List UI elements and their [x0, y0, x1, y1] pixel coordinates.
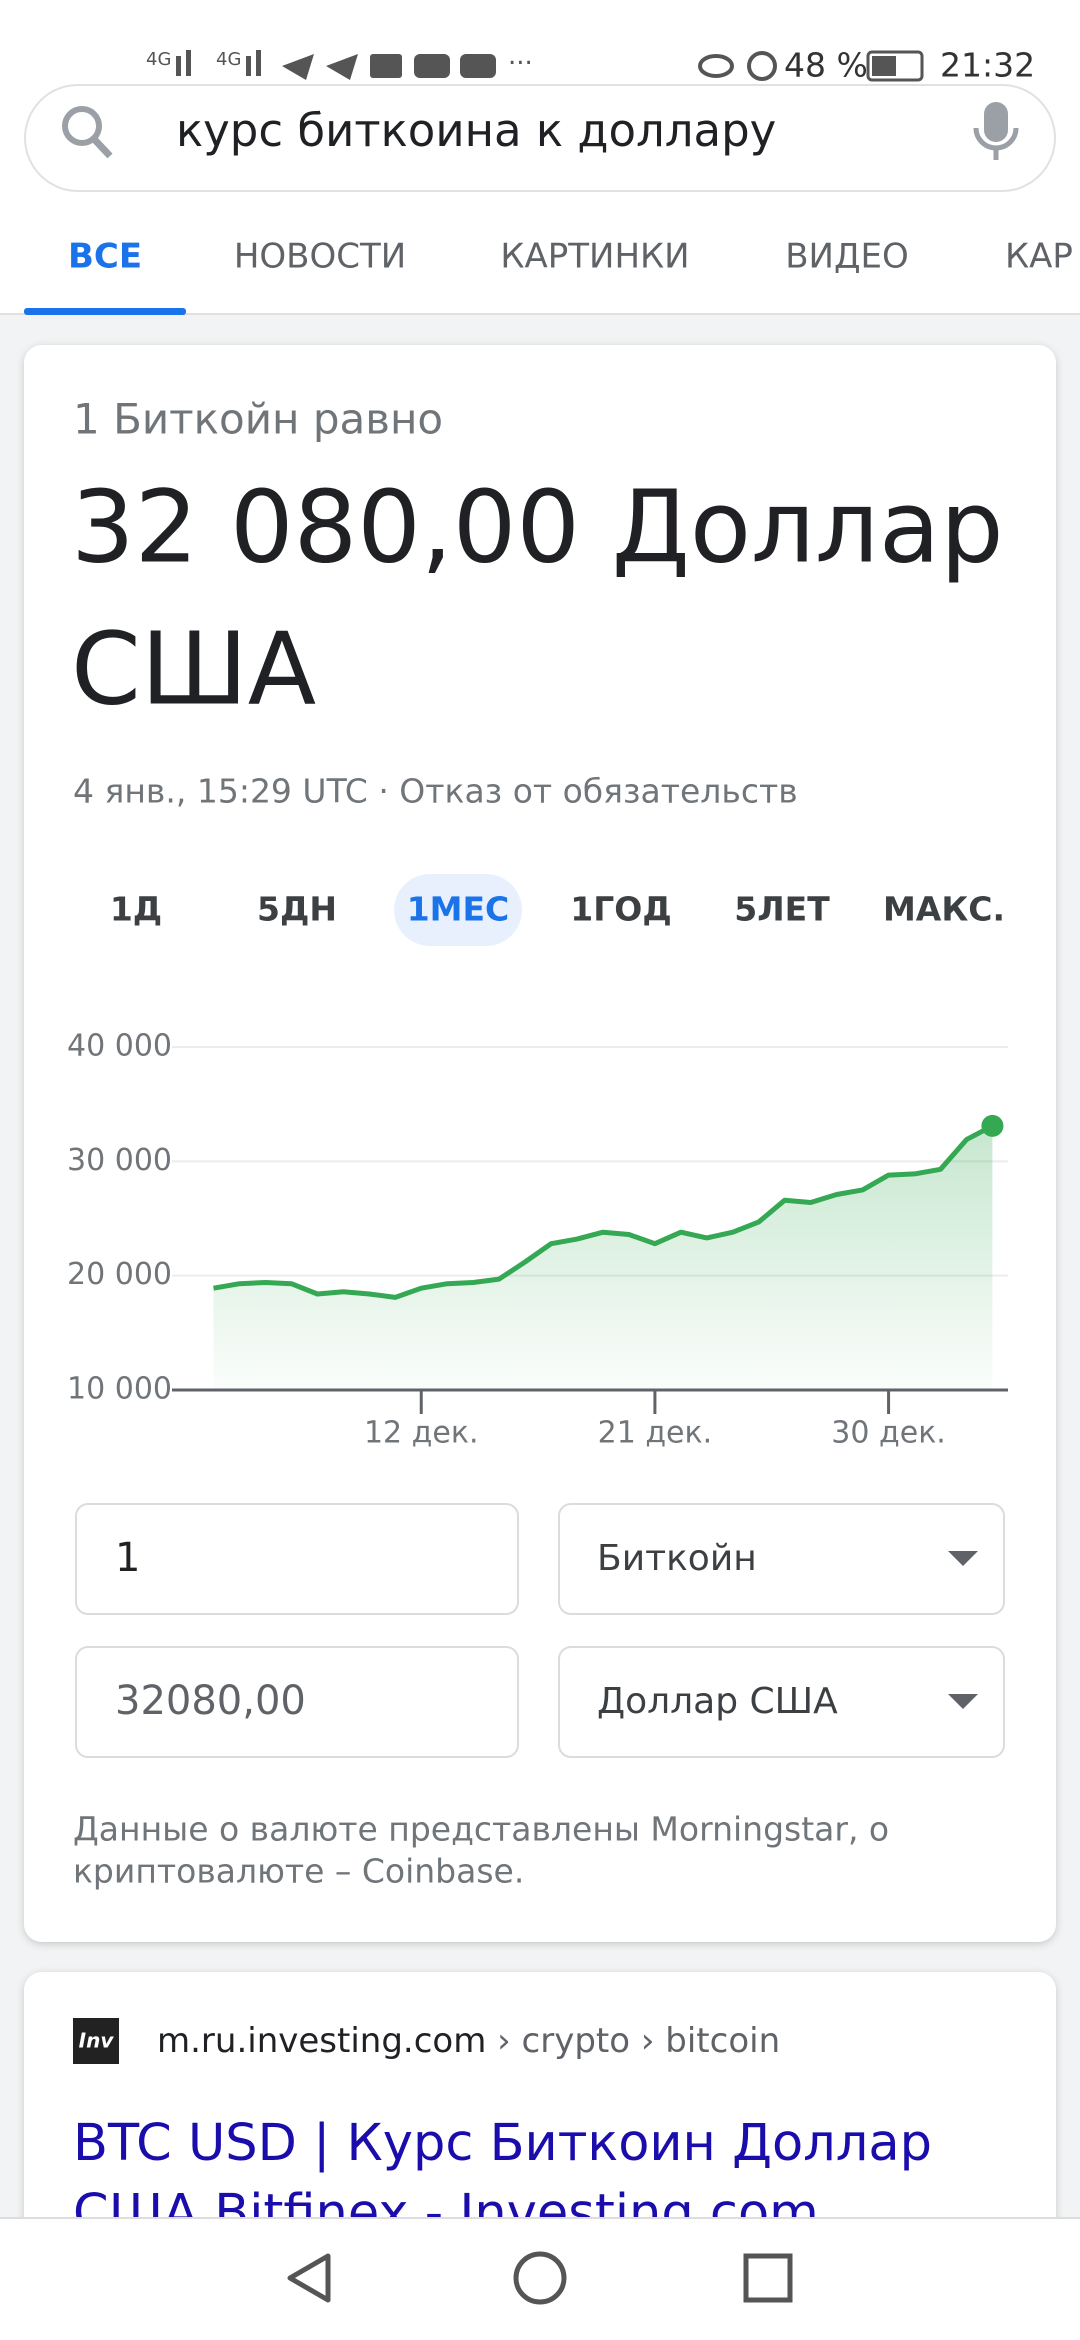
to-currency-select[interactable]	[558, 1646, 1005, 1758]
dropdown-arrow	[948, 1551, 978, 1566]
range-button[interactable]: 1Д	[110, 890, 162, 929]
search-box[interactable]	[24, 84, 1056, 192]
y-tick-label: 30 000	[67, 1143, 172, 1178]
search-query[interactable]: курс биткоина к доллару	[176, 104, 776, 157]
battery-level	[872, 56, 896, 76]
favicon-text: Inv	[79, 2029, 115, 2053]
source-note: Данные о валюте представлены Morningstar…	[73, 1810, 889, 1849]
result-site: m.ru.investing.com	[157, 2021, 486, 2061]
mic-icon[interactable]	[984, 102, 1008, 142]
result-amount[interactable]: 32080,00	[115, 1678, 306, 1724]
x-tick-label: 30 дек.	[831, 1416, 946, 1451]
result-title[interactable]: BTC USD | Курс Биткоин Доллар	[73, 2114, 932, 2173]
to-currency[interactable]: Доллар США	[597, 1681, 838, 1722]
alarm-icon	[747, 51, 777, 81]
search-icon-handle	[91, 136, 113, 159]
battery-icon	[866, 50, 924, 82]
from-currency[interactable]: Биткойн	[597, 1538, 757, 1579]
last-point	[981, 1114, 1004, 1137]
back-button[interactable]	[287, 2253, 331, 2303]
home-button[interactable]	[513, 2251, 567, 2305]
tab[interactable]: КАР	[1005, 237, 1073, 277]
youtube-icon	[460, 54, 496, 78]
tab[interactable]: КАРТИНКИ	[500, 237, 689, 277]
result-input[interactable]	[75, 1646, 519, 1758]
more-icon: ···	[508, 49, 533, 79]
area	[213, 1125, 993, 1390]
clock: 21:32	[940, 46, 1035, 85]
result-currency: США	[71, 610, 316, 727]
battery-text: 48 %	[784, 46, 868, 85]
youtube-icon	[414, 54, 450, 78]
result-url[interactable]: m.ru.investing.com › crypto › bitcoin	[157, 2021, 780, 2061]
y-tick-label: 20 000	[67, 1257, 172, 1292]
recents-button[interactable]	[743, 2253, 793, 2303]
from-currency-select[interactable]	[558, 1503, 1005, 1615]
search-icon	[62, 106, 102, 146]
signal-icon: 4G	[146, 49, 171, 70]
tab[interactable]: НОВОСТИ	[234, 237, 406, 277]
mic-icon-arc	[973, 127, 1019, 151]
range-button[interactable]: 5ДН	[257, 890, 337, 929]
result-value: 32 080,00 Доллар	[71, 468, 1004, 585]
range-button[interactable]: 1МЕС	[407, 890, 510, 929]
amount-input[interactable]	[75, 1503, 519, 1615]
signal-bar	[246, 56, 251, 76]
range-selector: 1Д 5ДН 1МЕС 1ГОД 5ЛЕТ МАКС.	[110, 874, 1005, 946]
source-note: криптовалюте – Coinbase.	[73, 1852, 524, 1891]
y-tick-label: 40 000	[67, 1029, 172, 1064]
range-active-bg	[394, 874, 522, 946]
amount-value[interactable]: 1	[115, 1535, 140, 1581]
x-tick-label: 12 дек.	[364, 1416, 479, 1451]
signal-bar	[256, 50, 261, 76]
tab[interactable]: ВСЕ	[68, 237, 142, 277]
status-icons: 4G 4G ···	[146, 49, 924, 82]
chart: 10 000 20 000 30 000 40 000 12 дек. 21 дек. 30…	[67, 1029, 1008, 1451]
range-button[interactable]: 1ГОД	[570, 890, 671, 929]
x-tick-label: 21 дек.	[598, 1416, 713, 1451]
signal-bar	[176, 56, 181, 76]
dropdown-arrow	[948, 1694, 978, 1709]
range-button[interactable]: 5ЛЕТ	[734, 890, 830, 929]
active-tab-indicator	[24, 308, 186, 315]
telegram-icon	[326, 54, 358, 80]
y-tick-label: 10 000	[67, 1372, 172, 1407]
range-button[interactable]: МАКС.	[883, 890, 1005, 929]
intro-text: 1 Биткойн равно	[73, 395, 443, 444]
signal-bar	[186, 50, 191, 76]
nav-bar	[0, 2218, 1080, 2340]
signal-icon: 4G	[216, 49, 241, 70]
tabs: ВСЕ НОВОСТИ КАРТИНКИ ВИДЕО КАР	[68, 237, 1073, 277]
eye-icon	[698, 54, 734, 78]
mail-icon	[370, 54, 402, 78]
telegram-icon	[282, 54, 314, 80]
timestamp[interactable]: 4 янв., 15:29 UTC · Отказ от обязательст…	[73, 772, 798, 811]
result-breadcrumb: › crypto › bitcoin	[486, 2021, 780, 2061]
favicon	[73, 2018, 119, 2064]
price-line	[213, 1123, 994, 1300]
tab[interactable]: ВИДЕО	[785, 237, 909, 277]
